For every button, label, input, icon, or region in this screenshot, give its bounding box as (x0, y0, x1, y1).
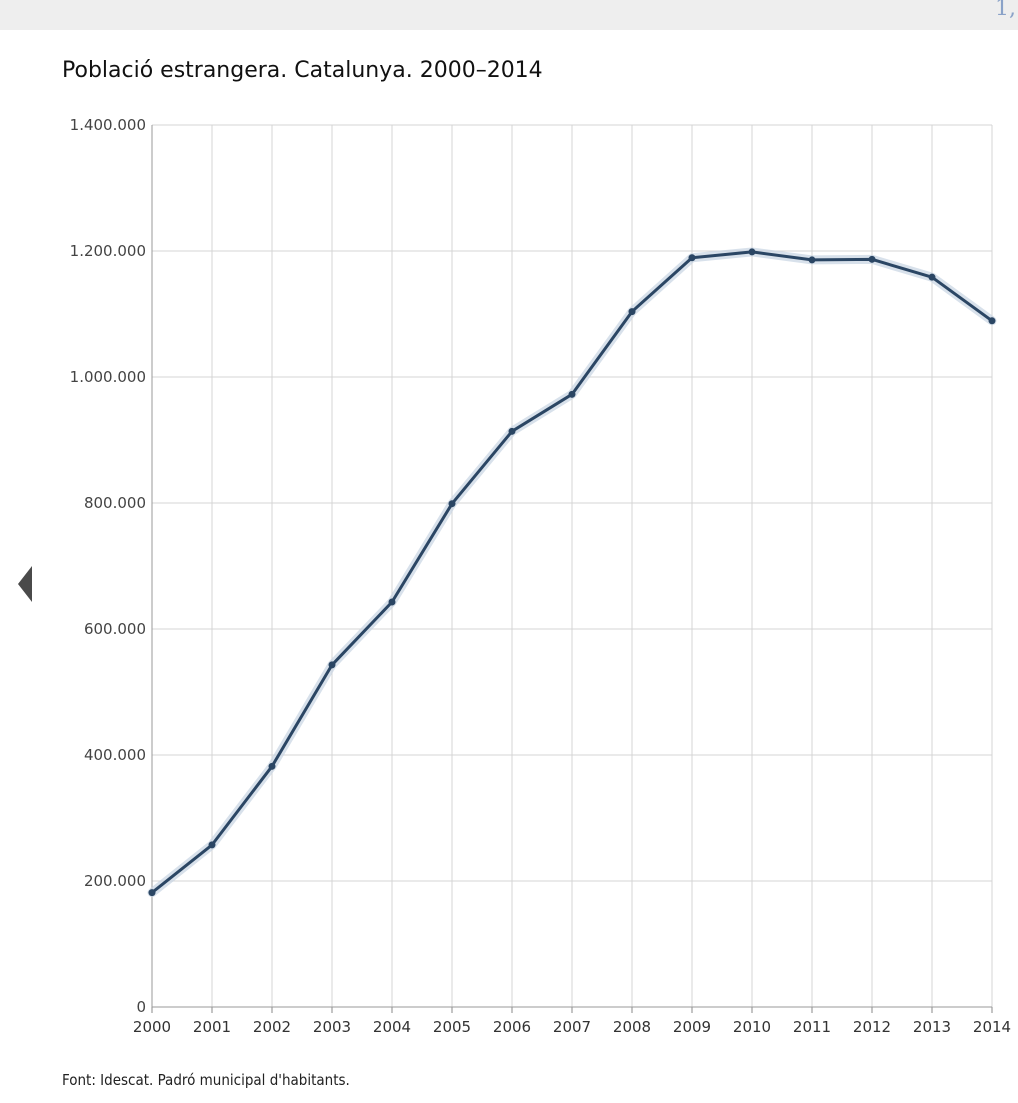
corner-mark: 1, (995, 0, 1016, 21)
source-note: Font: Idescat. Padró municipal d'habitan… (62, 1071, 350, 1089)
x-tick-label: 2009 (673, 1018, 711, 1036)
y-tick-label: 200.000 (84, 872, 146, 890)
data-point (328, 661, 336, 669)
series-layer (147, 247, 997, 898)
data-point (268, 762, 276, 770)
y-tick-label: 800.000 (84, 494, 146, 512)
data-point (928, 273, 936, 281)
data-point (988, 317, 996, 325)
chevron-left-icon[interactable] (18, 566, 32, 602)
axis-layer (151, 125, 993, 1013)
x-tick-label: 2004 (373, 1018, 411, 1036)
data-point (628, 308, 636, 316)
data-point (688, 254, 696, 262)
x-tick-label: 2013 (913, 1018, 951, 1036)
y-tick-label: 1.400.000 (70, 116, 146, 134)
data-point (448, 500, 456, 508)
x-tick-label: 2003 (313, 1018, 351, 1036)
top-strip: 1, (0, 0, 1018, 30)
x-tick-label: 2000 (133, 1018, 171, 1036)
data-point (208, 841, 216, 849)
chart-title: Població estrangera. Catalunya. 2000–201… (62, 58, 543, 83)
x-tick-label: 2006 (493, 1018, 531, 1036)
x-tick-label: 2005 (433, 1018, 471, 1036)
y-tick-label: 1.000.000 (70, 368, 146, 386)
grid-layer (151, 124, 993, 1007)
label-layer: 0 200.000 400.000 600.000 800.000 1.000.000 1.… (70, 116, 1011, 1036)
data-point (148, 889, 156, 897)
data-point (748, 248, 756, 256)
x-tick-label: 2014 (973, 1018, 1011, 1036)
data-point (868, 255, 876, 263)
x-tick-label: 2008 (613, 1018, 651, 1036)
y-tick-label: 0 (136, 998, 146, 1016)
data-point (808, 256, 816, 264)
x-tick-label: 2001 (193, 1018, 231, 1036)
data-point (508, 427, 516, 435)
x-tick-label: 2010 (733, 1018, 771, 1036)
x-tick-label: 2012 (853, 1018, 891, 1036)
data-point (568, 390, 576, 398)
x-tick-label: 2011 (793, 1018, 831, 1036)
y-tick-label: 1.200.000 (70, 242, 146, 260)
x-tick-label: 2002 (253, 1018, 291, 1036)
y-tick-label: 400.000 (84, 746, 146, 764)
y-tick-label: 600.000 (84, 620, 146, 638)
data-point (388, 598, 396, 606)
x-tick-label: 2007 (553, 1018, 591, 1036)
